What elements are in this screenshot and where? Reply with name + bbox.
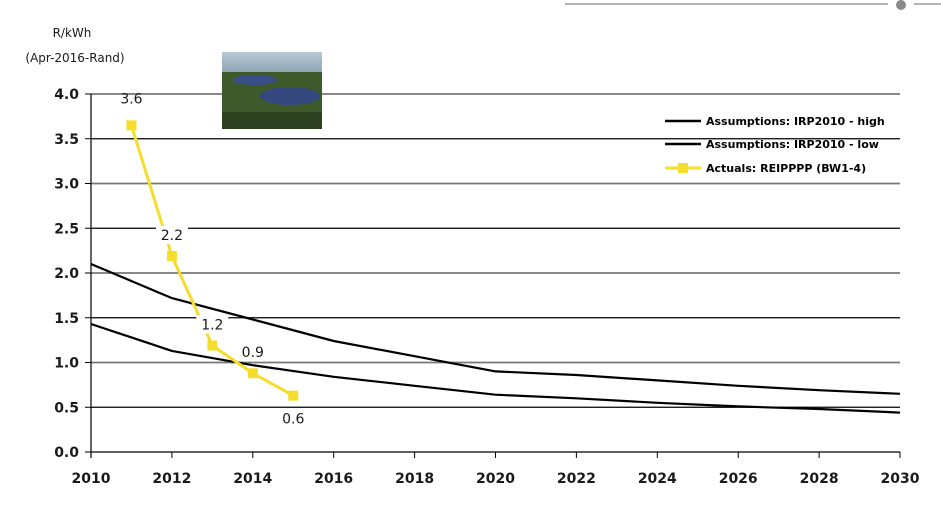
- data-label-bg: [236, 343, 269, 362]
- y-axis-label-line2: (Apr-2016-Rand): [25, 51, 124, 65]
- actuals-marker: [126, 120, 137, 131]
- series-line-1: [90, 322, 901, 414]
- y-tick-label: 4.0: [54, 87, 79, 103]
- top-rule-dot: [896, 0, 906, 10]
- x-tick-label: 2026: [719, 471, 758, 487]
- actuals-marker: [288, 390, 299, 401]
- y-tick-labels: 0.0 0.5 1.0 1.5 2.0 2.5 3.0 3.5 4.0: [54, 87, 79, 461]
- x-tick-label: 2012: [152, 471, 191, 487]
- y-tick-label: 0.0: [54, 445, 79, 461]
- x-tick-label: 2020: [476, 471, 515, 487]
- x-tick-label: 2022: [557, 471, 596, 487]
- y-tick-label: 3.0: [54, 177, 79, 193]
- x-tick-label: 2014: [233, 471, 272, 487]
- legend: Assumptions: IRP2010 - high Assumptions:…: [665, 115, 885, 175]
- x-tick-label: 2030: [881, 471, 920, 487]
- axes: [90, 94, 901, 458]
- y-tick-label: 2.5: [54, 221, 79, 237]
- y-tick-label: 0.5: [54, 400, 79, 416]
- x-tick-label: 2016: [314, 471, 353, 487]
- gridlines: [85, 93, 900, 453]
- data-label: 2.2: [161, 228, 183, 244]
- legend-marker-actuals: [678, 163, 688, 173]
- series-line-0: [90, 262, 901, 395]
- data-labels: 3.6 2.2 1.2 0.9 0.6: [120, 91, 304, 428]
- legend-label-actuals: Actuals: REIPPPP (BW1-4): [706, 162, 866, 175]
- series-line-2: [129, 124, 295, 397]
- y-tick-label: 2.0: [54, 266, 79, 282]
- x-tick-label: 2028: [800, 471, 839, 487]
- x-tick-label: 2024: [638, 471, 677, 487]
- x-tick-label: 2010: [72, 471, 111, 487]
- series: [90, 120, 901, 414]
- data-label: 1.2: [201, 317, 223, 333]
- legend-label-high: Assumptions: IRP2010 - high: [706, 115, 885, 128]
- actuals-marker: [166, 250, 177, 261]
- actuals-marker: [247, 368, 258, 379]
- data-label: 3.6: [120, 91, 142, 107]
- data-label-bg: [196, 315, 229, 334]
- x-tick-labels: 2010 2012 2014 2016 2018 2020 2022 2024 2026 2028…: [72, 471, 920, 487]
- y-tick-label: 1.5: [54, 311, 79, 327]
- y-tick-label: 1.0: [54, 356, 79, 372]
- y-axis-label-line1: R/kWh: [53, 26, 92, 40]
- data-label-bg: [155, 225, 188, 244]
- data-label: 0.6: [282, 412, 304, 428]
- data-label: 0.9: [242, 345, 264, 361]
- solar-farm-photo: [222, 52, 322, 129]
- legend-label-low: Assumptions: IRP2010 - low: [706, 138, 879, 151]
- x-tick-label: 2018: [395, 471, 434, 487]
- y-tick-label: 3.5: [54, 132, 79, 148]
- actuals-marker: [207, 340, 218, 351]
